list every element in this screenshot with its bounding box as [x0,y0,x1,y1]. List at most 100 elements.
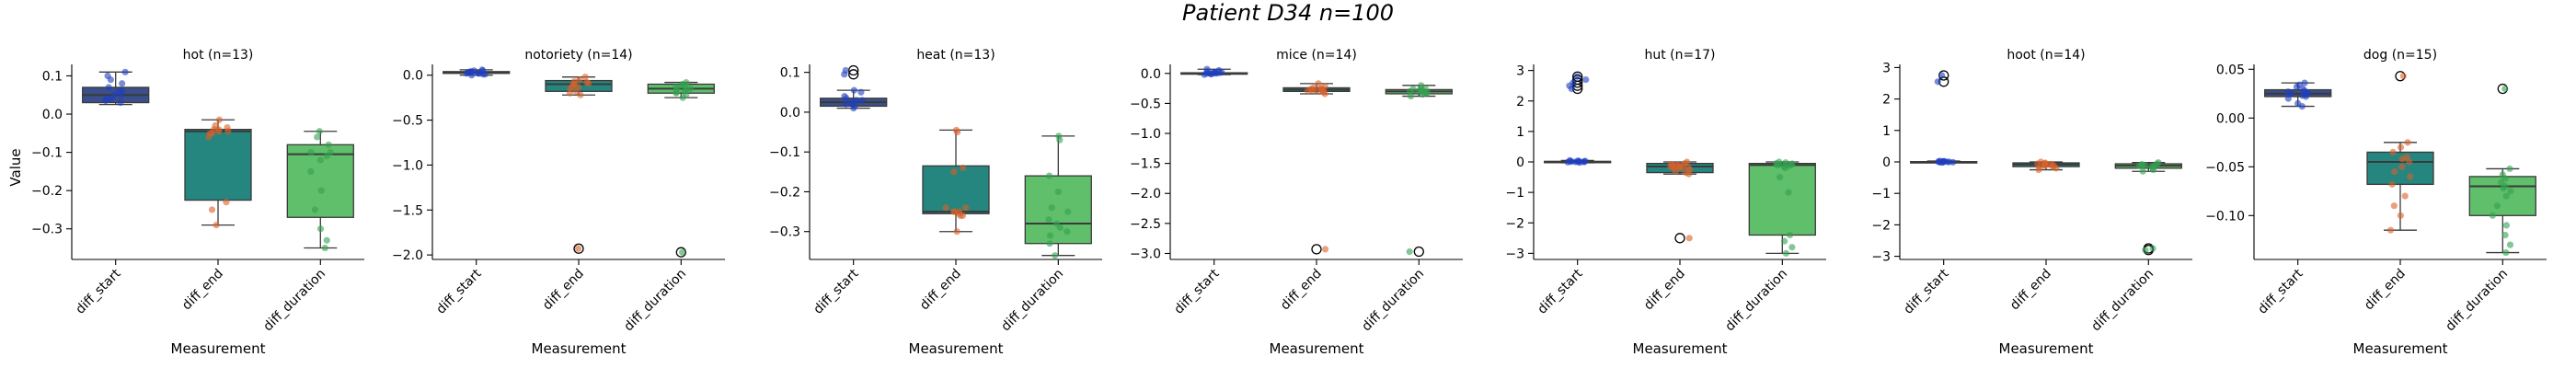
data-point [2138,161,2145,168]
y-tick-label: −2 [1505,216,1524,231]
x-tick-label: diff_start [73,266,124,317]
outlier-marker [675,247,686,258]
data-point [2489,212,2496,219]
data-point [121,68,129,75]
data-point [1056,224,1064,231]
x-tick-label: diff_end [917,267,964,314]
data-point [1210,69,1218,76]
data-point [1685,170,1693,178]
x-tick-label: diff_start [1535,266,1586,317]
data-point [2502,192,2510,200]
data-point [683,86,690,93]
y-tick-label: −0.2 [31,184,63,199]
panel-title: hut (n=17) [1644,48,1715,63]
data-point [102,97,109,105]
data-point [311,206,319,213]
data-point [323,236,330,244]
x-tick-label: diff_duration [260,267,328,335]
y-tick-label: −3.0 [1130,247,1161,261]
data-point [327,149,334,156]
data-point [1056,136,1064,144]
data-point [950,168,958,176]
data-point [475,70,482,77]
y-tick-label: 0.1 [780,66,800,81]
data-point [2506,241,2514,248]
outlier-marker [1674,233,1685,244]
y-tick-label: −2.0 [1130,187,1161,201]
data-point [858,97,866,104]
data-point [2391,168,2398,176]
data-point [678,81,685,89]
data-point [223,199,230,206]
y-tick-label: −3 [1505,247,1524,261]
data-point [1048,204,1055,212]
data-point [108,95,115,103]
data-point [962,204,970,212]
x-tick-label: diff_duration [1359,267,1427,335]
data-point [321,244,328,252]
data-point [942,204,949,212]
data-point [2398,155,2406,163]
data-point [1785,189,1792,196]
data-point [841,93,848,100]
panel-title: dog (n=15) [2363,48,2437,63]
data-point [2388,180,2396,188]
y-tick-label: −1.5 [392,203,423,218]
y-tick-label: −0.2 [769,185,800,200]
data-point [2502,248,2510,257]
y-tick-label: 0.0 [780,106,800,121]
data-point [209,130,216,137]
x-tick-label: diff_start [2255,266,2306,317]
panel-title: hot (n=13) [183,48,254,63]
box-iqr [286,144,354,218]
data-point [842,66,849,75]
data-point [1216,69,1224,76]
data-point [1315,80,1322,87]
y-tick-label: −0.10 [2205,209,2245,224]
data-point [1310,84,1317,92]
data-point [1570,79,1577,86]
data-point [1934,78,1941,86]
data-point [215,116,224,123]
data-point [1938,72,1946,79]
data-point [2399,73,2407,80]
data-point [1685,235,1693,242]
x-tick-label: diff_duration [621,267,689,335]
y-tick-label: −1.0 [392,158,423,173]
x-tick-label: diff_start [811,266,862,317]
data-point [1575,157,1582,165]
y-tick-label: 1 [1882,124,1891,139]
panel-title: hoot (n=14) [2007,48,2085,63]
data-point [2398,163,2406,170]
outlier-marker [848,69,859,80]
data-point [577,91,584,98]
panel-5: hoot (n=14) 3 2 1 0 −1 −2 −3 diff_start diff_end d… [1871,48,2192,357]
box-iqr [1748,163,1816,236]
data-point [1064,228,1071,236]
panel-1: notoriety (n=14) 0.0 −0.5 −1.0 −1.5 −2.0 diff_… [392,48,725,357]
data-point [1782,249,1790,257]
y-tick-label: −3 [1871,250,1891,265]
panel-title: mice (n=14) [1276,48,1357,63]
data-point [2404,139,2411,146]
data-point [853,97,860,104]
data-point [679,248,686,256]
data-point [2139,167,2146,175]
data-point [1046,232,1054,239]
y-tick-label: 0.0 [403,69,423,84]
data-point [2506,165,2513,173]
data-point [1203,68,1211,75]
data-point [1573,73,1581,80]
data-point [1780,237,1788,245]
data-point [2501,231,2509,239]
data-point [566,89,574,97]
x-tick-label: diff_duration [2088,267,2156,335]
data-point [1672,167,1679,175]
data-point [316,225,325,233]
data-point [1788,160,1796,167]
data-point [679,94,686,101]
y-tick-label: −0.1 [31,146,63,161]
data-point [842,100,849,108]
data-point [574,83,581,91]
y-axis-label: Value [7,148,24,186]
